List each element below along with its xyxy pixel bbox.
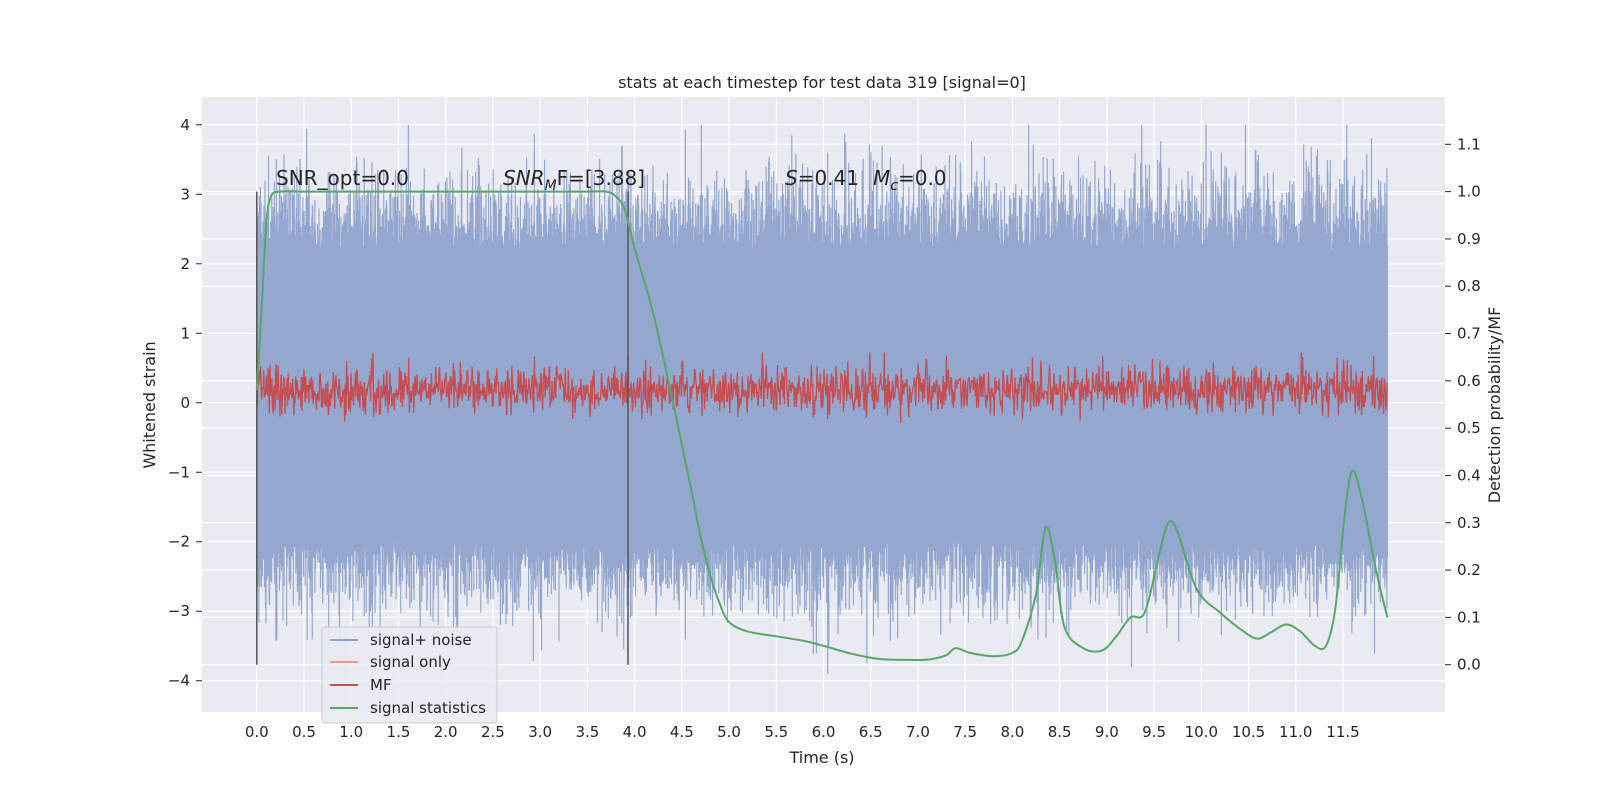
y-tick-label: 4 (180, 116, 190, 134)
y-tick-label: 2 (180, 255, 190, 273)
y2-tick-label: 0.4 (1457, 466, 1481, 484)
x-axis-label: Time (s) (788, 748, 854, 767)
mf-series (256, 352, 1389, 423)
x-tick-label: 10.0 (1185, 723, 1218, 741)
x-tick-label: 7.0 (906, 723, 930, 741)
x-tick-label: 6.0 (812, 723, 836, 741)
x-tick-label: 11.5 (1326, 723, 1359, 741)
y2-tick-label: 1.0 (1457, 183, 1481, 201)
y-tick-label: −2 (168, 533, 190, 551)
x-tick-label: 7.5 (953, 723, 977, 741)
chart-title: stats at each timestep for test data 319… (618, 73, 1026, 92)
x-tick-label: 1.5 (387, 723, 411, 741)
y2-tick-label: 0.5 (1457, 419, 1481, 437)
x-tick-label: 3.5 (575, 723, 599, 741)
x-tick-label: 5.0 (717, 723, 741, 741)
x-tick-label: 3.0 (528, 723, 552, 741)
x-tick-label: 4.0 (623, 723, 647, 741)
y2-tick-label: 0.9 (1457, 230, 1481, 248)
x-tick-label: 2.5 (481, 723, 505, 741)
mf-line (256, 352, 1389, 423)
vertical-markers (256, 191, 629, 665)
legend-label-signal-only: signal only (370, 653, 451, 671)
y2-tick-label: 0.6 (1457, 372, 1481, 390)
y2-tick-label: 0.7 (1457, 325, 1481, 343)
x-tick-label: 6.5 (859, 723, 883, 741)
x-tick-label: 2.0 (434, 723, 458, 741)
y2-tick-label: 0.3 (1457, 514, 1481, 532)
x-tick-label: 9.0 (1095, 723, 1119, 741)
x-tick-label: 9.5 (1142, 723, 1166, 741)
x-tick-label: 10.5 (1232, 723, 1265, 741)
y-tick-label: 3 (180, 185, 190, 203)
y2-tick-label: 1.1 (1457, 135, 1481, 153)
legend: signal+ noise signal only MF signal stat… (321, 626, 498, 724)
y-axis-label: Whitened strain (140, 341, 159, 468)
annotation-snr-opt: SNR_opt=0.0 (276, 166, 409, 190)
x-tick-label: 0.5 (292, 723, 316, 741)
y-tick-label: −4 (168, 672, 190, 690)
x-tick-label: 1.0 (339, 723, 363, 741)
signal-statistics-series (255, 190, 1389, 662)
y2-tick-label: 0.8 (1457, 277, 1481, 295)
y-tick-label: 0 (180, 394, 190, 412)
annotation-snr-mf: SNRMF=[3.88] (503, 166, 645, 194)
axis-ticks: 0.0 0.5 1.0 1.5 2.0 2.5 3.0 3.5 4.0 4.5 5.0 5.5 6.0 6… (168, 116, 1481, 741)
y2-tick-label: 0.1 (1457, 608, 1481, 626)
y-tick-label: −3 (168, 602, 190, 620)
x-tick-label: 8.0 (1000, 723, 1024, 741)
y2-tick-label: 0.2 (1457, 561, 1481, 579)
legend-label-signal-statistics: signal statistics (370, 699, 486, 717)
legend-label-noise: signal+ noise (370, 631, 472, 649)
x-tick-label: 11.0 (1279, 723, 1312, 741)
y-tick-label: 1 (180, 324, 190, 342)
annotation-stats: S=0.41 Mc=0.0 (785, 166, 947, 194)
x-tick-label: 4.5 (670, 723, 694, 741)
legend-box (321, 626, 498, 724)
x-tick-label: 0.0 (245, 723, 269, 741)
y2-tick-label: 0.0 (1457, 656, 1481, 674)
legend-label-mf: MF (370, 676, 392, 694)
signal-statistics-line (255, 190, 1389, 662)
y-tick-label: −1 (168, 463, 190, 481)
x-tick-label: 8.5 (1048, 723, 1072, 741)
y2-axis-label: Detection probability/MF (1485, 307, 1504, 504)
x-tick-label: 5.5 (764, 723, 788, 741)
